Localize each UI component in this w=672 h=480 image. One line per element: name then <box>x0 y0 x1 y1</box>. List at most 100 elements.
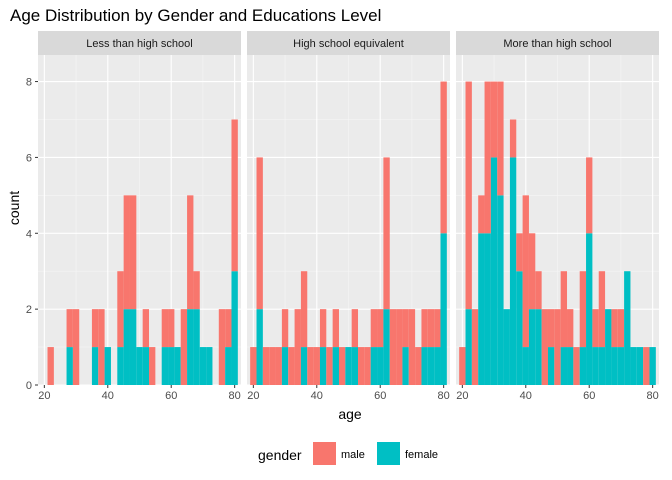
bar-male <box>573 347 580 385</box>
bar-male <box>281 309 289 348</box>
bar-female <box>503 309 510 385</box>
bar-female <box>427 347 435 385</box>
bar-female <box>332 347 339 385</box>
x-tick-label: 80 <box>229 390 241 402</box>
bar-female <box>370 347 378 385</box>
legend-key-female <box>377 442 400 465</box>
bar-female <box>649 347 656 385</box>
facet-strip-label: More than high school <box>503 38 611 50</box>
chart-title: Age Distribution by Gender and Education… <box>10 6 381 25</box>
x-tick-label: 60 <box>583 390 595 402</box>
facet-strip <box>247 31 450 55</box>
facet-panel: Less than high school 20 40 60 80 <box>38 31 241 402</box>
bar-female <box>598 347 606 385</box>
bar-female <box>187 309 194 385</box>
bar-female <box>225 347 232 385</box>
bar-male <box>471 309 479 385</box>
bar-female <box>630 347 637 385</box>
bar-female <box>592 347 599 385</box>
x-tick-label: 20 <box>38 390 50 402</box>
bar-male <box>47 347 54 385</box>
bar-male <box>440 81 447 234</box>
x-tick-label: 60 <box>165 390 177 402</box>
facet-strip-label: Less than high school <box>86 38 192 50</box>
bar-female <box>402 347 409 385</box>
bar-male <box>490 81 498 158</box>
bar-female <box>319 347 327 385</box>
bar-male <box>231 119 238 272</box>
bar-female <box>161 347 169 385</box>
bar-male <box>377 309 384 348</box>
bar-male <box>142 309 150 348</box>
bar-female <box>231 271 238 385</box>
bar-male <box>307 347 314 385</box>
bar-male <box>91 309 99 348</box>
y-axis: 0 2 4 6 8 <box>26 77 38 392</box>
bar-male <box>269 347 276 385</box>
bar-male <box>250 347 257 385</box>
bar-female <box>300 347 308 385</box>
x-tick-label: 40 <box>520 390 532 402</box>
bar-male <box>389 309 397 385</box>
bar-male <box>421 309 428 348</box>
bar-male <box>478 195 485 234</box>
y-tick-label: 2 <box>26 304 32 316</box>
bar-male <box>611 309 618 348</box>
bar-female <box>579 347 587 385</box>
bar-male <box>294 309 301 385</box>
bar-female <box>383 309 390 385</box>
bar-female <box>522 347 529 385</box>
bar-male <box>643 347 650 385</box>
bar-male <box>72 309 80 385</box>
bar-female <box>174 347 181 385</box>
bar-female <box>478 233 485 385</box>
bar-male <box>98 309 105 385</box>
bar-female <box>611 347 618 385</box>
y-tick-label: 4 <box>26 228 32 240</box>
x-tick-label: 20 <box>247 390 259 402</box>
legend: gender male female <box>258 442 438 465</box>
facet-panel: More than high school 20 40 60 80 <box>456 31 659 402</box>
bar-female <box>490 157 498 385</box>
legend-key-male <box>313 442 336 465</box>
bar-female <box>256 309 263 385</box>
bar-female <box>123 309 130 385</box>
y-tick-label: 0 <box>26 380 32 392</box>
bar-female <box>440 233 447 385</box>
bar-male <box>427 309 435 348</box>
y-tick-label: 6 <box>26 152 32 164</box>
bar-male <box>288 347 295 385</box>
bar-male <box>358 347 365 385</box>
bar-female <box>129 309 137 385</box>
bar-female <box>377 347 384 385</box>
legend-label-female: female <box>405 449 438 461</box>
bar-male <box>218 309 226 385</box>
bar-male <box>465 81 472 310</box>
bar-male <box>528 233 536 310</box>
bar-female <box>136 347 143 385</box>
bar-female <box>193 309 200 385</box>
bar-male <box>396 309 403 385</box>
x-tick-label: 20 <box>456 390 468 402</box>
facet-strip <box>456 31 659 55</box>
bar-female <box>560 347 568 385</box>
bar-male <box>459 347 466 385</box>
bar-female <box>535 309 542 385</box>
bar-male <box>598 271 606 348</box>
bar-female <box>617 347 625 385</box>
bar-male <box>300 271 308 348</box>
bar-female <box>497 195 504 385</box>
bar-female <box>421 347 428 385</box>
legend-label-male: male <box>341 449 365 461</box>
bar-male <box>408 309 416 385</box>
bar-female <box>547 347 555 385</box>
bar-female <box>142 347 150 385</box>
bar-male <box>149 347 156 385</box>
bar-female <box>484 233 491 385</box>
bar-male <box>326 347 333 385</box>
facet-strip <box>38 31 241 55</box>
bar-female <box>605 309 612 385</box>
bar-female <box>66 347 73 385</box>
bar-female <box>281 347 289 385</box>
